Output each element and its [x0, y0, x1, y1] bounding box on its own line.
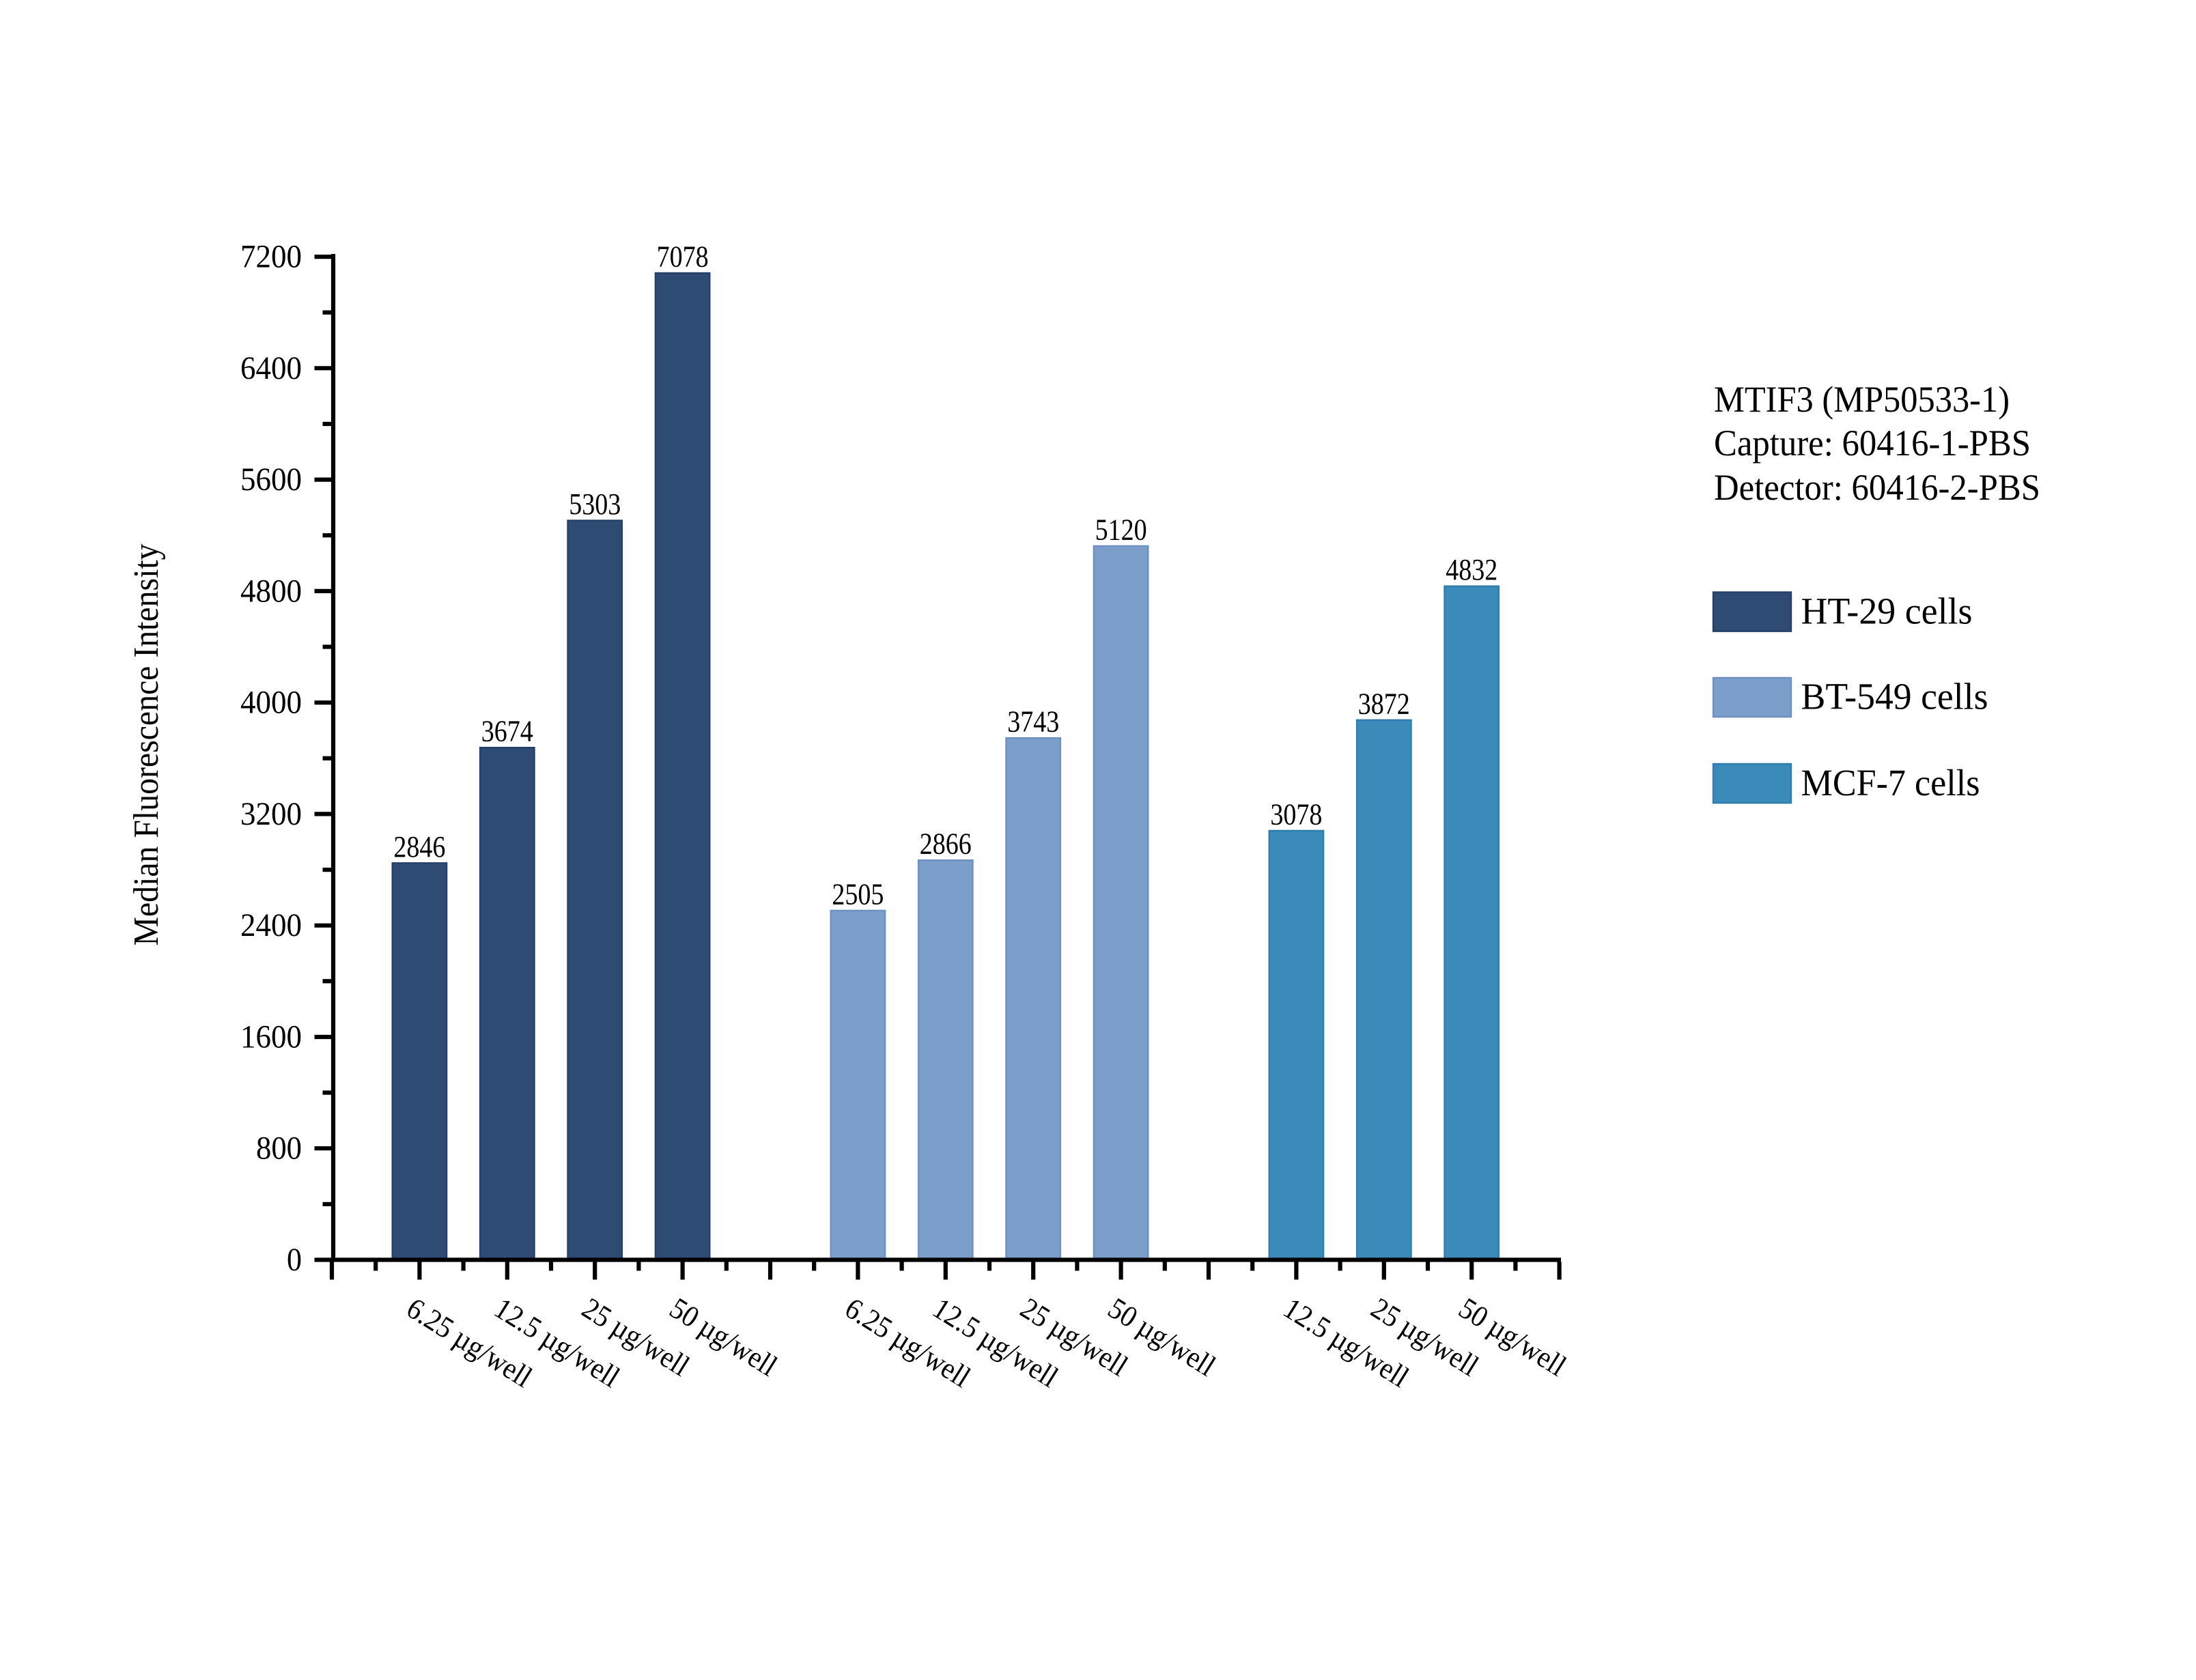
svg-text:2505: 2505 — [832, 877, 884, 911]
svg-text:Capture: 60416-1-PBS: Capture: 60416-1-PBS — [1714, 423, 2031, 464]
svg-text:7078: 7078 — [657, 240, 709, 274]
svg-text:Detector: 60416-2-PBS: Detector: 60416-2-PBS — [1714, 467, 2040, 508]
svg-text:4000: 4000 — [240, 685, 302, 721]
svg-text:5600: 5600 — [240, 461, 302, 498]
svg-text:1600: 1600 — [240, 1019, 302, 1055]
svg-text:2866: 2866 — [920, 827, 972, 861]
svg-text:5120: 5120 — [1095, 513, 1147, 546]
svg-text:3872: 3872 — [1358, 687, 1410, 720]
svg-text:3200: 3200 — [240, 796, 302, 832]
svg-text:MTIF3 (MP50533-1): MTIF3 (MP50533-1) — [1714, 379, 2010, 420]
svg-text:0: 0 — [287, 1242, 302, 1278]
svg-text:2846: 2846 — [393, 830, 445, 864]
svg-text:HT-29 cells: HT-29 cells — [1801, 590, 1973, 631]
svg-text:6400: 6400 — [240, 350, 302, 386]
svg-text:2400: 2400 — [240, 907, 302, 943]
svg-text:4800: 4800 — [240, 573, 302, 609]
svg-text:7200: 7200 — [240, 239, 302, 275]
svg-text:Median Fluorescence Intensity: Median Fluorescence Intensity — [127, 544, 166, 946]
svg-text:3078: 3078 — [1270, 797, 1322, 831]
svg-text:MCF-7 cells: MCF-7 cells — [1801, 762, 1980, 803]
svg-text:4832: 4832 — [1446, 553, 1497, 586]
svg-text:BT-549 cells: BT-549 cells — [1801, 676, 1988, 717]
svg-text:800: 800 — [256, 1130, 302, 1167]
svg-text:3674: 3674 — [481, 715, 533, 748]
svg-text:5303: 5303 — [569, 487, 621, 521]
svg-text:3743: 3743 — [1007, 705, 1059, 739]
